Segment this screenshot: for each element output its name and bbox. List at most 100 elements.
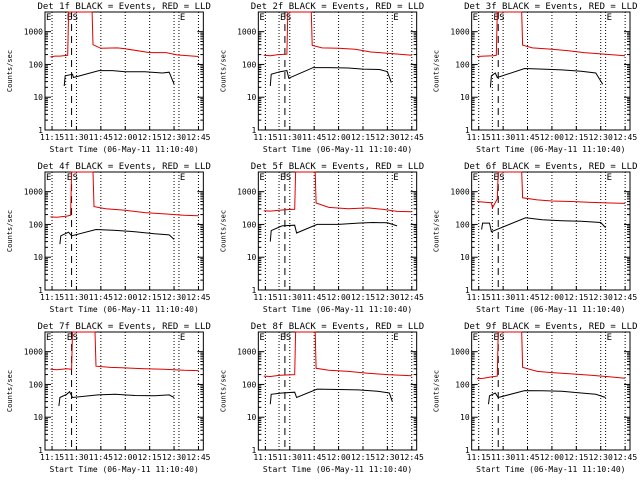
x-tick-label: 11:30 bbox=[491, 453, 515, 462]
y-tick-label: 10 bbox=[33, 93, 43, 102]
event-marker-label: E bbox=[46, 13, 51, 23]
x-tick-label: 12:00 bbox=[113, 133, 137, 142]
y-tick-label: 1 bbox=[465, 286, 470, 295]
x-tick-label: 11:45 bbox=[302, 453, 326, 462]
x-tick-label: 11:15 bbox=[467, 293, 491, 302]
y-tick-label: 10 bbox=[247, 93, 257, 102]
event-marker-label: S bbox=[73, 173, 78, 183]
plot-frame bbox=[471, 331, 631, 451]
y-tick-label: 100 bbox=[29, 60, 44, 69]
x-tick-label: 12:15 bbox=[564, 293, 588, 302]
x-tick-label: 11:15 bbox=[40, 453, 64, 462]
x-tick-label: 11:30 bbox=[64, 133, 88, 142]
y-axis-label: Counts/sec bbox=[433, 210, 441, 252]
y-tick-label: 1000 bbox=[450, 28, 469, 37]
event-marker-label: E bbox=[280, 333, 285, 343]
x-tick-label: 12:00 bbox=[327, 293, 351, 302]
x-axis-label: Start Time (06-May-11 11:10:40) bbox=[263, 305, 412, 314]
x-tick-label: 11:15 bbox=[253, 293, 277, 302]
y-tick-label: 100 bbox=[242, 380, 257, 389]
x-axis-label: Start Time (06-May-11 11:10:40) bbox=[263, 465, 412, 474]
series-line-lld bbox=[50, 11, 199, 58]
event-marker-label: E bbox=[393, 333, 398, 343]
x-tick-label: 11:45 bbox=[302, 293, 326, 302]
x-tick-label: 11:30 bbox=[278, 133, 302, 142]
series-line-events bbox=[269, 388, 393, 405]
y-tick-label: 100 bbox=[455, 60, 470, 69]
y-tick-label: 1000 bbox=[24, 188, 43, 197]
y-axis-label: Counts/sec bbox=[6, 210, 14, 252]
y-tick-label: 1 bbox=[252, 446, 257, 455]
x-axis-label: Start Time (06-May-11 11:10:40) bbox=[263, 145, 412, 154]
event-marker-label: E bbox=[393, 13, 398, 23]
x-tick-label: 11:30 bbox=[491, 293, 515, 302]
series-line-events bbox=[488, 390, 606, 405]
x-tick-label: 12:15 bbox=[351, 133, 375, 142]
x-tick-label: 12:00 bbox=[540, 133, 564, 142]
x-tick-label: 11:45 bbox=[515, 133, 539, 142]
x-tick-label: 12:45 bbox=[186, 293, 210, 302]
x-axis-label: Start Time (06-May-11 11:10:40) bbox=[50, 145, 199, 154]
y-tick-label: 100 bbox=[455, 380, 470, 389]
y-tick-label: 1 bbox=[465, 446, 470, 455]
x-tick-label: 12:15 bbox=[564, 453, 588, 462]
x-tick-label: 12:00 bbox=[327, 453, 351, 462]
event-marker-label: E bbox=[280, 13, 285, 23]
x-tick-label: 11:45 bbox=[89, 293, 113, 302]
series-line-events bbox=[59, 228, 175, 245]
y-tick-label: 100 bbox=[455, 220, 470, 229]
x-tick-label: 12:45 bbox=[613, 133, 637, 142]
y-tick-label: 1 bbox=[38, 126, 43, 135]
x-tick-label: 11:45 bbox=[515, 293, 539, 302]
event-marker-label: S bbox=[499, 173, 504, 183]
x-tick-label: 12:30 bbox=[375, 293, 399, 302]
x-tick-label: 11:30 bbox=[64, 293, 88, 302]
chart-title: Det 9f BLACK = Events, RED = LLD bbox=[464, 322, 637, 332]
event-marker-label: E bbox=[473, 173, 478, 183]
event-marker-label: E bbox=[180, 333, 185, 343]
series-line-events bbox=[489, 67, 604, 88]
x-tick-label: 12:30 bbox=[589, 133, 613, 142]
event-marker-label: E bbox=[259, 173, 264, 183]
x-tick-label: 11:15 bbox=[253, 453, 277, 462]
x-tick-label: 12:30 bbox=[375, 133, 399, 142]
x-axis-label: Start Time (06-May-11 11:10:40) bbox=[476, 465, 625, 474]
x-tick-label: 12:00 bbox=[540, 293, 564, 302]
y-tick-label: 1000 bbox=[237, 188, 256, 197]
y-axis-label: Counts/sec bbox=[219, 210, 227, 252]
event-marker-label: E bbox=[493, 173, 498, 183]
y-tick-label: 1000 bbox=[450, 188, 469, 197]
x-tick-label: 11:15 bbox=[40, 133, 64, 142]
plot-frame bbox=[471, 11, 631, 131]
y-tick-label: 10 bbox=[33, 253, 43, 262]
y-axis-label: Counts/sec bbox=[6, 370, 14, 412]
x-tick-label: 12:15 bbox=[351, 453, 375, 462]
event-marker-label: E bbox=[607, 333, 612, 343]
x-tick-label: 11:15 bbox=[467, 133, 491, 142]
x-axis-label: Start Time (06-May-11 11:10:40) bbox=[476, 305, 625, 314]
y-tick-label: 1000 bbox=[450, 348, 469, 357]
series-line-lld bbox=[50, 171, 199, 218]
event-marker-label: S bbox=[73, 13, 78, 23]
x-tick-label: 11:45 bbox=[89, 453, 113, 462]
y-tick-label: 1000 bbox=[24, 348, 43, 357]
y-axis-label: Counts/sec bbox=[433, 370, 441, 412]
event-marker-label: E bbox=[67, 333, 72, 343]
x-tick-label: 11:30 bbox=[64, 453, 88, 462]
x-tick-label: 12:15 bbox=[351, 293, 375, 302]
event-marker-label: E bbox=[493, 13, 498, 23]
chart-title: Det 2f BLACK = Events, RED = LLD bbox=[251, 2, 424, 12]
x-tick-label: 12:00 bbox=[113, 293, 137, 302]
event-marker-label: S bbox=[286, 13, 291, 23]
event-marker-label: E bbox=[67, 173, 72, 183]
series-line-lld bbox=[477, 11, 626, 57]
x-tick-label: 12:45 bbox=[186, 453, 210, 462]
x-tick-label: 12:00 bbox=[540, 453, 564, 462]
series-line-lld bbox=[477, 171, 626, 210]
